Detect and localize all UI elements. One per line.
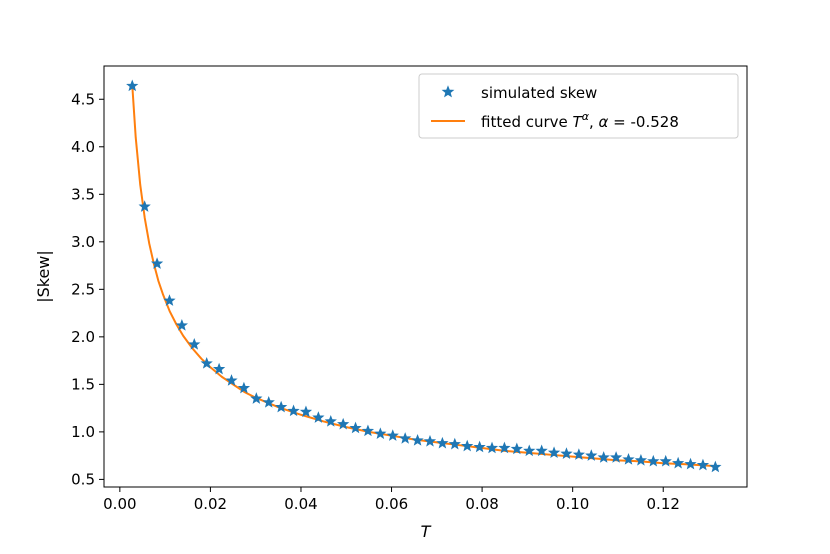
y-tick-label: 2.0 xyxy=(71,328,95,346)
simulated-skew-point xyxy=(200,357,213,369)
simulated-skew-point xyxy=(547,446,561,458)
simulated-skew-point xyxy=(150,257,164,269)
simulated-skew-point xyxy=(299,405,313,418)
simulated-skew-point xyxy=(684,457,697,470)
legend-fit-prefix: fitted curve xyxy=(481,113,573,131)
y-tick-label: 3.5 xyxy=(71,185,95,203)
simulated-skew-point xyxy=(498,441,511,454)
legend-text-fitted-curve: fitted curve Tα, α = -0.528 xyxy=(481,110,679,131)
simulated-skew-point xyxy=(287,404,300,417)
simulated-skew-point xyxy=(138,200,151,212)
simulated-skew-point xyxy=(374,427,387,439)
x-axis: 0.00 0.02 0.04 0.06 0.08 0.10 0.12 xyxy=(103,487,680,513)
y-tick-label: 0.5 xyxy=(71,470,95,488)
simulated-skew-point xyxy=(560,447,573,459)
simulated-skew-point xyxy=(337,417,350,430)
plot-frame xyxy=(103,65,748,488)
y-tick-label: 1.5 xyxy=(71,375,95,393)
simulated-skew-point xyxy=(225,374,238,386)
simulated-skew-point xyxy=(126,79,139,92)
simulated-skew-point xyxy=(448,437,461,450)
simulated-skew-point xyxy=(622,453,635,465)
simulated-skew-point xyxy=(523,444,536,457)
legend-fit-exponent: α xyxy=(582,110,590,123)
legend: simulated skew fitted curve Tα, α = -0.5… xyxy=(418,73,739,139)
simulated-skew-point xyxy=(535,444,548,457)
x-tick-label: 0.10 xyxy=(556,495,589,513)
y-axis: 0.5 1.0 1.5 2.0 2.5 3.0 3.5 4.0 4.5 xyxy=(71,90,104,488)
simulated-skew-point xyxy=(436,436,449,449)
x-tick-label: 0.00 xyxy=(103,495,136,513)
y-tick-label: 2.5 xyxy=(71,280,95,298)
legend-fit-separator: , xyxy=(589,113,599,131)
simulated-skew-point xyxy=(411,433,424,446)
y-axis-label: |Skew| xyxy=(34,250,53,303)
y-tick-label: 4.0 xyxy=(71,138,95,156)
simulated-skew-point xyxy=(399,432,412,444)
simulated-skew-point xyxy=(212,362,226,375)
simulated-skew-point xyxy=(473,440,486,453)
y-tick-label: 4.5 xyxy=(71,90,95,108)
simulated-skew-point xyxy=(386,429,399,441)
y-tick-label: 3.0 xyxy=(71,233,95,251)
simulated-skew-point xyxy=(510,442,523,455)
simulated-skew-point xyxy=(423,434,437,447)
legend-box xyxy=(418,73,739,139)
simulated-skew-point xyxy=(709,460,722,473)
simulated-skew-point xyxy=(659,454,672,467)
simulated-skew-point xyxy=(647,454,660,467)
x-tick-label: 0.08 xyxy=(465,495,498,513)
x-tick-label: 0.12 xyxy=(647,495,680,513)
simulated-skew-point xyxy=(175,319,189,331)
simulated-skew-point xyxy=(275,400,288,413)
plot-area xyxy=(126,79,722,473)
simulated-skew-point xyxy=(324,414,337,427)
simulated-skew-point xyxy=(634,453,648,466)
x-axis-label: T xyxy=(421,522,432,541)
legend-fit-alpha: α xyxy=(599,113,609,131)
legend-text-simulated-skew: simulated skew xyxy=(481,84,597,102)
legend-marker-simulated-skew xyxy=(441,85,455,98)
x-tick-label: 0.02 xyxy=(194,495,227,513)
simulated-skew-point xyxy=(361,424,375,437)
simulated-skew-point xyxy=(597,451,610,463)
simulated-skew-point xyxy=(461,439,474,452)
simulated-skew-point xyxy=(163,294,176,306)
simulated-skew-point xyxy=(696,458,710,471)
simulated-skew-point xyxy=(485,441,499,454)
simulated-skew-point xyxy=(672,456,685,469)
x-tick-label: 0.04 xyxy=(284,495,317,513)
y-tick-label: 1.0 xyxy=(71,423,95,441)
simulated-skew-point xyxy=(237,381,251,394)
legend-fit-value: -0.528 xyxy=(631,113,679,131)
simulated-skew-point xyxy=(262,395,275,408)
simulated-skew-point xyxy=(250,392,263,404)
simulated-skew-point xyxy=(585,449,598,461)
legend-fit-equals: = xyxy=(608,113,630,131)
simulated-skew-point xyxy=(572,448,585,460)
simulated-skew-point xyxy=(188,338,201,350)
legend-fit-symbol: T xyxy=(573,113,584,131)
simulated-skew-point xyxy=(349,421,362,434)
simulated-skew-point xyxy=(312,411,325,423)
simulated-skew-point xyxy=(609,451,623,463)
x-tick-label: 0.06 xyxy=(375,495,408,513)
